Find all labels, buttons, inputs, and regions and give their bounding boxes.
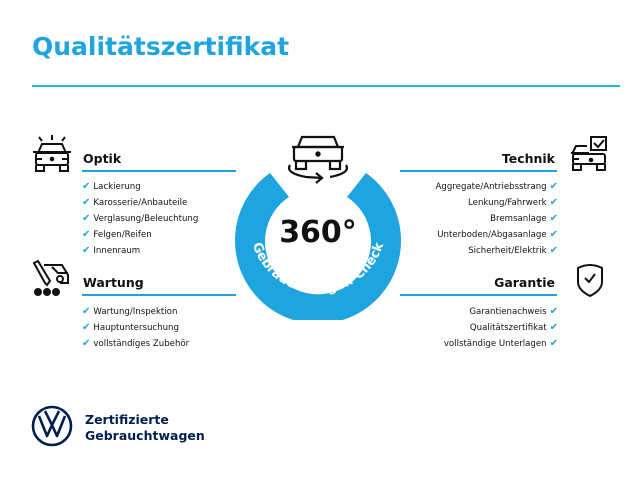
list-item: Unterboden/Abgasanlage ✔ xyxy=(436,227,558,243)
list-item: ✔ Lackierung xyxy=(82,179,198,195)
check-icon: ✔ xyxy=(82,229,91,240)
item-label: Hauptuntersuchung xyxy=(93,323,179,333)
item-label: Qualitätszertifikat xyxy=(469,323,547,333)
car-checklist-icon xyxy=(571,136,607,171)
page-title: Qualitätszertifikat xyxy=(32,32,290,61)
list-item: ✔ Hauptuntersuchung xyxy=(82,320,189,336)
service-tool-car-icon xyxy=(32,259,69,296)
list-item: Bremsanlage ✔ xyxy=(436,211,558,227)
check-icon: ✔ xyxy=(549,197,558,208)
item-label: vollständige Unterlagen xyxy=(443,339,547,349)
list-item: Garantienachweis ✔ xyxy=(444,304,558,320)
car-lights-icon xyxy=(33,135,71,172)
check-icon: ✔ xyxy=(549,229,558,240)
check-icon: ✔ xyxy=(549,322,558,333)
check-icon: ✔ xyxy=(82,322,91,333)
section-heading-technik: Technik xyxy=(501,151,555,166)
car-rotate-360-icon xyxy=(288,135,348,184)
list-optik: ✔ Lackierung ✔ Karosserie/Anbauteile ✔ Verg… xyxy=(82,179,198,259)
section-heading-wartung: Wartung xyxy=(83,275,144,290)
item-label: Lackierung xyxy=(93,182,141,192)
list-item: ✔ Innenraum xyxy=(82,243,198,259)
item-label: Aggregate/Antriebsstrang xyxy=(435,182,547,192)
list-item: Aggregate/Antriebsstrang ✔ xyxy=(436,179,558,195)
item-label: Bremsanlage xyxy=(490,214,547,224)
360-check-badge: 360° Gebrauchtwagen-Check xyxy=(235,135,401,320)
list-technik: Aggregate/Antriebsstrang ✔ Lenkung/Fahrwe… xyxy=(436,179,558,259)
list-item: Sicherheit/Elektrik ✔ xyxy=(436,243,558,259)
item-label: Garantienachweis xyxy=(469,307,547,317)
badge-value: 360° xyxy=(279,215,357,250)
list-item: ✔ Verglasung/Beleuchtung xyxy=(82,211,198,227)
check-icon: ✔ xyxy=(82,338,91,349)
brand-name: Zertifizierte Gebrauchtwagen xyxy=(85,412,205,444)
check-icon: ✔ xyxy=(82,197,91,208)
ring-arc xyxy=(235,173,401,320)
check-icon: ✔ xyxy=(549,181,558,192)
brand-line-2: Gebrauchtwagen xyxy=(85,428,205,443)
item-label: Karosserie/Anbauteile xyxy=(93,198,188,208)
item-label: vollständiges Zubehör xyxy=(93,339,190,349)
list-item: ✔ Felgen/Reifen xyxy=(82,227,198,243)
check-icon: ✔ xyxy=(549,245,558,256)
section-heading-optik: Optik xyxy=(83,151,122,166)
brand-line-1: Zertifizierte xyxy=(85,412,169,427)
section-divider-technik xyxy=(400,170,557,172)
title-divider xyxy=(32,85,620,87)
item-label: Felgen/Reifen xyxy=(93,230,152,240)
item-label: Lenkung/Fahrwerk xyxy=(468,198,547,208)
list-item: ✔ Karosserie/Anbauteile xyxy=(82,195,198,211)
check-icon: ✔ xyxy=(82,306,91,317)
item-label: Wartung/Inspektion xyxy=(93,307,178,317)
section-divider-garantie xyxy=(400,294,557,296)
section-divider-optik xyxy=(82,170,236,172)
section-heading-garantie: Garantie xyxy=(494,275,555,290)
check-icon: ✔ xyxy=(82,245,91,256)
check-icon: ✔ xyxy=(549,213,558,224)
list-item: Qualitätszertifikat ✔ xyxy=(444,320,558,336)
list-garantie: Garantienachweis ✔ Qualitätszertifikat ✔ v… xyxy=(444,304,558,352)
check-icon: ✔ xyxy=(549,306,558,317)
check-icon: ✔ xyxy=(82,213,91,224)
list-item: vollständige Unterlagen ✔ xyxy=(444,336,558,352)
vw-logo xyxy=(31,405,73,447)
item-label: Innenraum xyxy=(93,246,141,256)
list-item: Lenkung/Fahrwerk ✔ xyxy=(436,195,558,211)
check-icon: ✔ xyxy=(82,181,91,192)
item-label: Verglasung/Beleuchtung xyxy=(93,214,199,224)
item-label: Unterboden/Abgasanlage xyxy=(437,230,547,240)
shield-check-icon xyxy=(577,264,603,298)
item-label: Sicherheit/Elektrik xyxy=(468,246,547,256)
list-item: ✔ vollständiges Zubehör xyxy=(82,336,189,352)
list-item: ✔ Wartung/Inspektion xyxy=(82,304,189,320)
section-divider-wartung xyxy=(82,294,236,296)
list-wartung: ✔ Wartung/Inspektion ✔ Hauptuntersuchung ✔… xyxy=(82,304,189,352)
check-icon: ✔ xyxy=(549,338,558,349)
